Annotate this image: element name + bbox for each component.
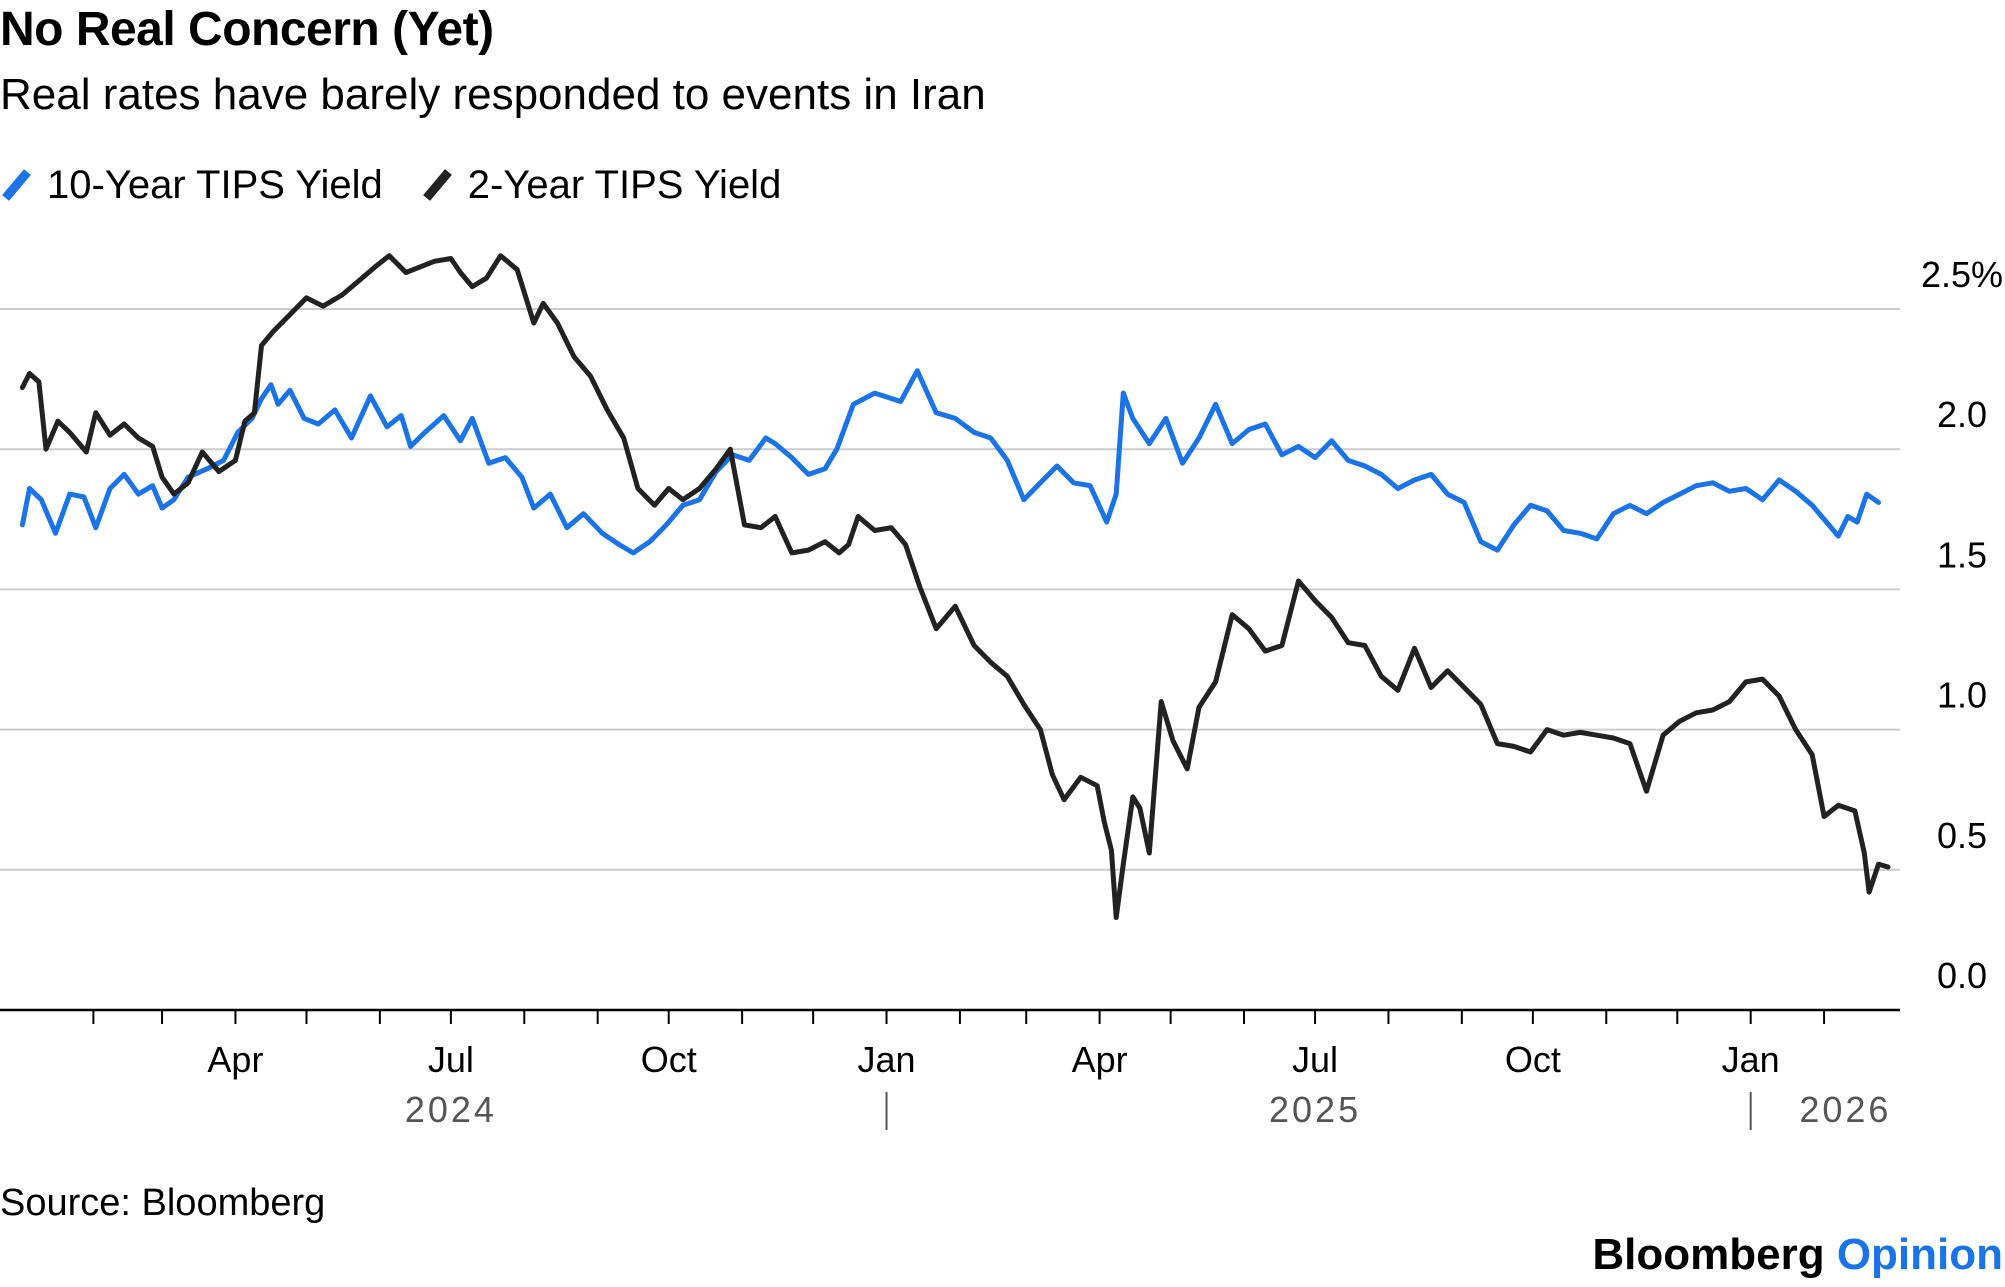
brand-accent: Opinion	[1836, 1230, 2003, 1279]
y-tick-label: 2.5%	[1921, 254, 2003, 295]
legend: 10-Year TIPS Yield 2-Year TIPS Yield	[2, 160, 823, 210]
chart-subtitle: Real rates have barely responded to even…	[0, 70, 986, 119]
y-tick-label: 0.0	[1937, 955, 1987, 996]
axis-labels: 0.0 0.5 1.0 1.5 2.0 2.5% Apr Jul Oct Jan Apr Jul Oct…	[207, 254, 2003, 1130]
y-tick-label: 1.0	[1937, 675, 1987, 716]
x-month-label: Apr	[1072, 1039, 1128, 1080]
x-axis	[0, 1008, 1900, 1130]
y-tick-label: 0.5	[1937, 815, 1987, 856]
brand-main: Bloomberg	[1592, 1230, 1825, 1279]
x-month-label: Jan	[858, 1039, 916, 1080]
y-tick-label: 1.5	[1937, 534, 1987, 575]
x-year-label: 2025	[1269, 1089, 1361, 1130]
legend-item-10-year: 10-Year TIPS Yield	[2, 162, 383, 208]
y-tick-label: 2.0	[1937, 394, 1987, 435]
x-month-label: Jul	[428, 1039, 474, 1080]
series-line-2-year	[19, 253, 1891, 920]
chart-title: No Real Concern (Yet)	[0, 3, 494, 56]
source-note: Source: Bloomberg	[0, 1182, 326, 1224]
legend-label-2-year: 2-Year TIPS Yield	[467, 162, 782, 207]
x-month-label: Apr	[207, 1039, 263, 1080]
series-lines	[19, 253, 1891, 920]
x-month-label: Oct	[1505, 1039, 1561, 1080]
x-month-label: Jan	[1722, 1039, 1780, 1080]
x-month-label: Jul	[1292, 1039, 1338, 1080]
x-year-label: 2026	[1799, 1089, 1891, 1130]
brand-logo: Bloomberg Opinion	[1592, 1230, 2003, 1280]
x-year-label: 2024	[405, 1089, 497, 1130]
legend-item-2-year: 2-Year TIPS Yield	[422, 162, 782, 208]
gridlines	[0, 308, 1900, 871]
x-month-label: Oct	[641, 1039, 697, 1080]
series-line-10-year	[19, 368, 1881, 556]
legend-label-10-year: 10-Year TIPS Yield	[47, 162, 383, 207]
